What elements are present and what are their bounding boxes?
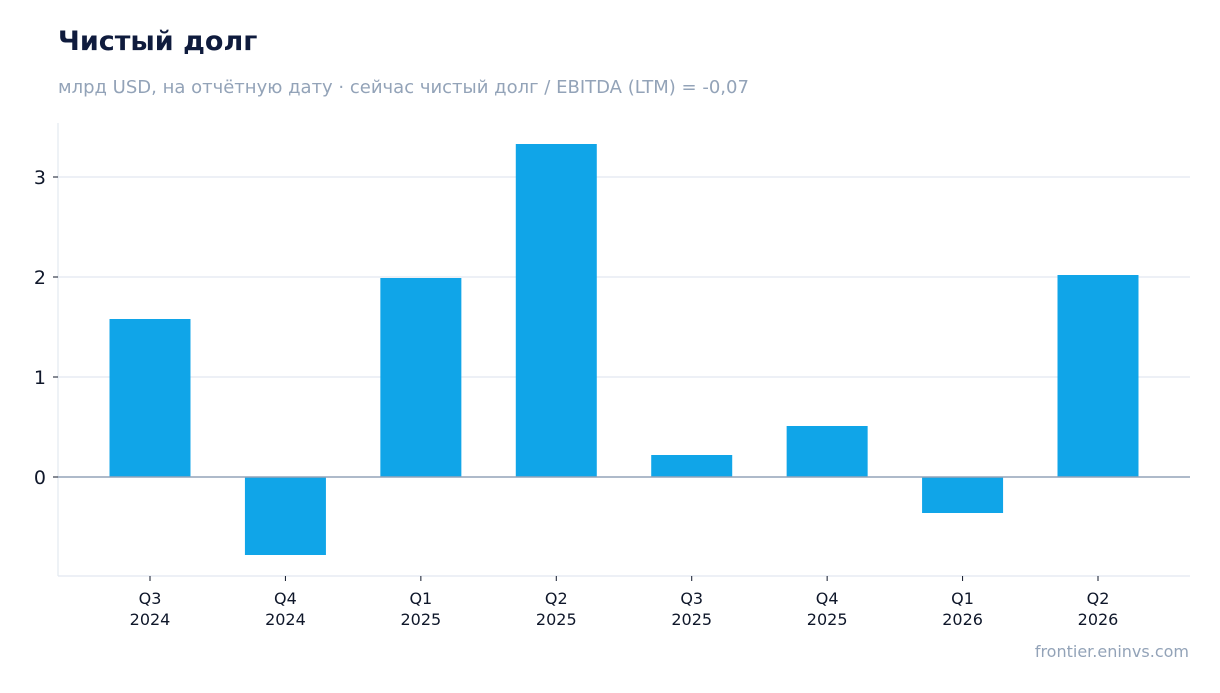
- bar: [786, 426, 868, 477]
- x-tick-label-quarter: Q3: [139, 589, 162, 608]
- y-tick-label: 1: [34, 367, 46, 389]
- x-tick-label-quarter: Q1: [409, 589, 432, 608]
- grid-lines: [58, 176, 1190, 378]
- y-tick-label: 3: [34, 167, 46, 189]
- bar: [922, 477, 1004, 513]
- x-tick-label-year: 2024: [130, 610, 171, 629]
- bar: [380, 278, 462, 477]
- bar: [244, 477, 326, 555]
- chart-subtitle: млрд USD, на отчётную дату · сейчас чист…: [58, 77, 749, 98]
- x-tick-label-year: 2025: [536, 610, 577, 629]
- x-tick-label-quarter: Q2: [545, 589, 568, 608]
- x-tick-label-quarter: Q4: [816, 589, 839, 608]
- bar: [1057, 275, 1139, 477]
- bars: [109, 144, 1139, 555]
- x-tick-label-quarter: Q1: [951, 589, 974, 608]
- x-tick-label-quarter: Q3: [680, 589, 703, 608]
- x-tick-label-quarter: Q4: [274, 589, 297, 608]
- bar: [515, 144, 597, 477]
- y-tick-label: 2: [34, 267, 46, 289]
- bar: [651, 455, 733, 477]
- x-tick-label-year: 2024: [265, 610, 306, 629]
- y-tick-label: 0: [34, 467, 46, 489]
- axes: [53, 123, 1190, 581]
- x-tick-label-year: 2025: [400, 610, 441, 629]
- tick-labels: 0 1 2 3 Q3 2024 Q4 2024 Q1 2025 Q2 2025 Q3 2025 Q4 2025…: [34, 167, 1118, 629]
- chart-title: Чистый долг: [58, 26, 258, 57]
- x-tick-label-year: 2026: [1078, 610, 1119, 629]
- x-tick-label-year: 2025: [671, 610, 712, 629]
- x-tick-label-quarter: Q2: [1087, 589, 1110, 608]
- source-link[interactable]: frontier.eninvs.com: [1034, 642, 1189, 661]
- x-tick-label-year: 2025: [807, 610, 848, 629]
- x-tick-label-year: 2026: [942, 610, 983, 629]
- bar: [109, 319, 191, 477]
